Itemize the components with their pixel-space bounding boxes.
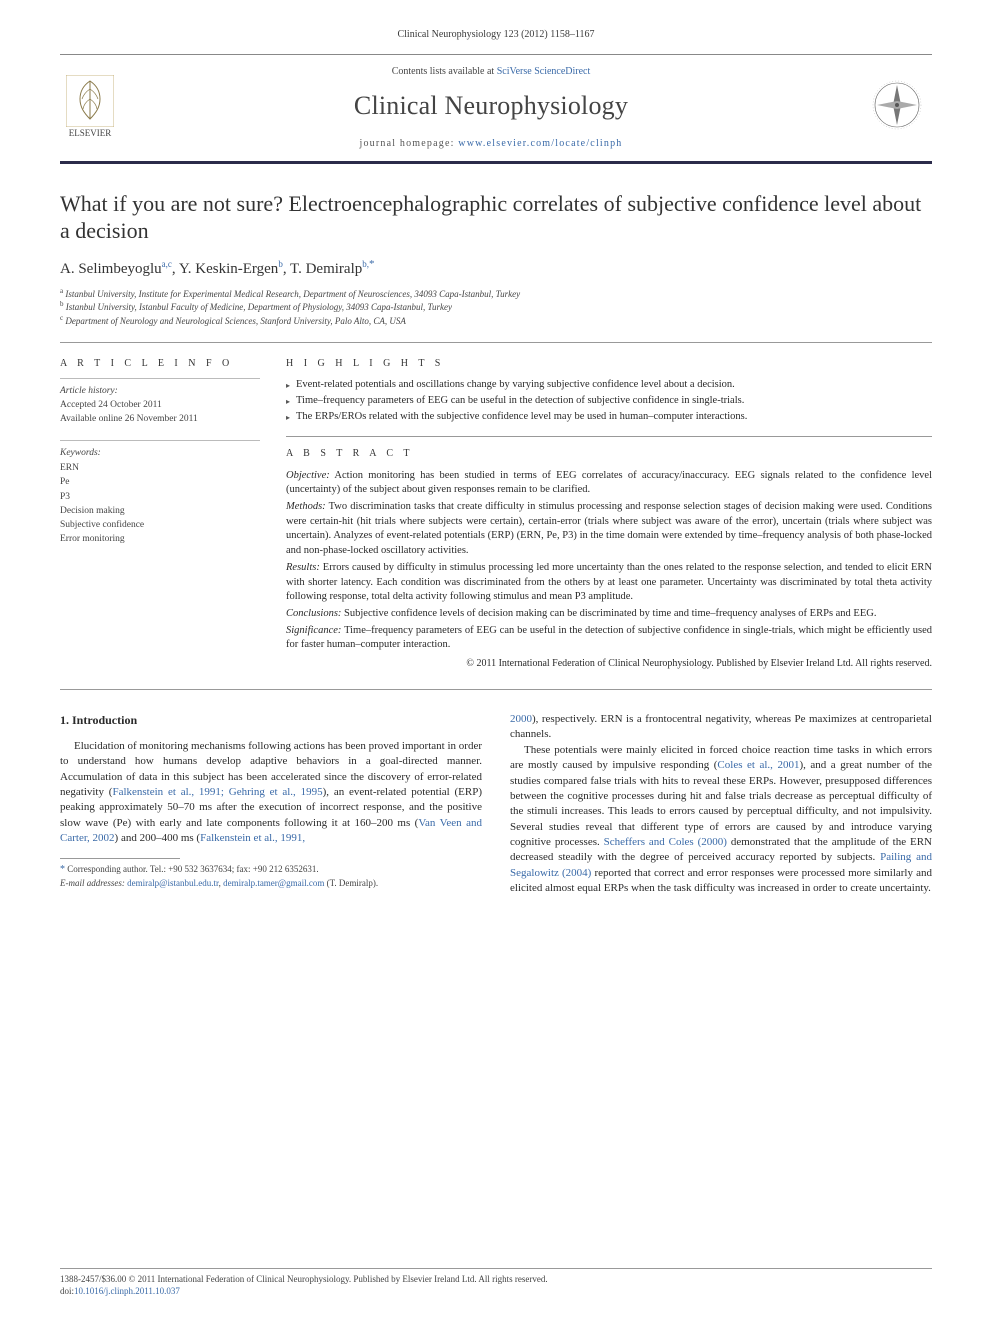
affiliations: a Istanbul University, Institute for Exp… [60,287,932,328]
keywords-list: ERN Pe P3 Decision making Subjective con… [60,461,260,547]
abstract-column: H I G H L I G H T S Event-related potent… [286,357,932,671]
objective-text: Action monitoring has been studied in te… [286,470,932,496]
conclusions-label: Conclusions: [286,608,341,619]
highlight-item: Event-related potentials and oscillation… [286,378,932,393]
keywords-label: Keywords: [60,447,260,461]
citation-link[interactable]: Scheffers and Coles (2000) [604,836,727,848]
abstract-body: Objective: Action monitoring has been st… [286,469,932,671]
keywords-block: Keywords: ERN Pe P3 Decision making Subj… [60,440,260,546]
results-label: Results: [286,562,320,573]
keyword: P3 [60,490,260,504]
divider [286,436,932,437]
body-paragraph: These potentials were mainly elicited in… [510,743,932,897]
highlights-label: H I G H L I G H T S [286,357,932,371]
citation-link[interactable]: Coles et al., 2001 [717,759,799,771]
info-abstract-row: A R T I C L E I N F O Article history: A… [60,343,932,671]
online-date: Available online 26 November 2011 [60,413,260,427]
masthead-container: ELSEVIER Contents lists available at Sci… [60,54,932,164]
email-link[interactable]: demiralp.tamer@gmail.com [223,878,324,888]
article-title: What if you are not sure? Electroencepha… [60,190,932,245]
publisher-label: ELSEVIER [69,127,112,139]
compass-icon [868,76,926,134]
journal-name: Clinical Neurophysiology [114,88,868,123]
citation-link[interactable]: Falkenstein et al., 1991; Gehring et al.… [112,786,322,798]
conclusions-text: Subjective confidence levels of decision… [341,608,876,619]
masthead: ELSEVIER Contents lists available at Sci… [60,61,932,161]
article-info-column: A R T I C L E I N F O Article history: A… [60,357,260,671]
citation-link[interactable]: Falkenstein et al., 1991, [200,832,305,844]
author-line: A. Selimbeyoglua,c, Y. Keskin-Ergenb, T.… [60,257,932,279]
keyword: Subjective confidence [60,518,260,532]
footnotes: * * Corresponding author. Tel.: +90 532 … [60,863,482,889]
doi-link[interactable]: 10.1016/j.clinph.2011.10.037 [74,1286,180,1296]
abstract-label: A B S T R A C T [286,447,932,461]
objective-label: Objective: [286,470,330,481]
email-tail: (T. Demiralp). [324,878,378,888]
article-history: Article history: Accepted 24 October 201… [60,378,260,426]
keyword: Error monitoring [60,532,260,546]
affiliation-b: b Istanbul University, Istanbul Faculty … [60,300,932,314]
keyword: Pe [60,475,260,489]
email-label: E-mail addresses: [60,878,125,888]
body-columns: 1. Introduction Elucidation of monitorin… [60,712,932,897]
section-heading: 1. Introduction [60,712,482,729]
contents-available-line: Contents lists available at SciVerse Sci… [114,65,868,79]
homepage-link[interactable]: www.elsevier.com/locate/clinph [458,138,622,149]
results-text: Errors caused by difficulty in stimulus … [286,562,932,602]
body-paragraph: 2000), respectively. ERN is a frontocent… [510,712,932,743]
affiliation-a: a Istanbul University, Institute for Exp… [60,287,932,301]
citation-link[interactable]: 2000 [510,713,532,725]
email-line: E-mail addresses: demiralp@istanbul.edu.… [60,877,482,889]
sciencedirect-link[interactable]: SciVerse ScienceDirect [497,66,591,77]
article-info-label: A R T I C L E I N F O [60,357,260,371]
body-paragraph: Elucidation of monitoring mechanisms fol… [60,739,482,847]
methods-text: Two discrimination tasks that create dif… [286,501,932,556]
divider [60,689,932,690]
homepage-line: journal homepage: www.elsevier.com/locat… [114,137,868,151]
body-column-right: 2000), respectively. ERN is a frontocent… [510,712,932,897]
methods-label: Methods: [286,501,326,512]
issn-copyright: 1388-2457/$36.00 © 2011 International Fe… [60,1273,932,1285]
significance-text: Time–frequency parameters of EEG can be … [286,625,932,651]
significance-label: Significance: [286,625,341,636]
homepage-prefix: journal homepage: [359,138,458,149]
highlights-list: Event-related potentials and oscillation… [286,378,932,424]
keyword: ERN [60,461,260,475]
running-head: Clinical Neurophysiology 123 (2012) 1158… [60,28,932,42]
footnote-divider [60,858,180,859]
masthead-center: Contents lists available at SciVerse Sci… [114,65,868,151]
email-link[interactable]: demiralp@istanbul.edu.tr [127,878,218,888]
history-label: Article history: [60,385,260,399]
page-footer: 1388-2457/$36.00 © 2011 International Fe… [60,1268,932,1297]
body-column-left: 1. Introduction Elucidation of monitorin… [60,712,482,897]
corresponding-author: * * Corresponding author. Tel.: +90 532 … [60,863,482,877]
abstract-copyright: © 2011 International Federation of Clini… [286,657,932,671]
society-logo [868,76,926,138]
contents-prefix: Contents lists available at [392,66,497,77]
doi-line: doi:10.1016/j.clinph.2011.10.037 [60,1285,932,1297]
tree-icon [66,75,114,127]
keyword: Decision making [60,504,260,518]
elsevier-logo: ELSEVIER [66,75,114,139]
accepted-date: Accepted 24 October 2011 [60,399,260,413]
highlight-item: Time–frequency parameters of EEG can be … [286,394,932,409]
affiliation-c: c Department of Neurology and Neurologic… [60,314,932,328]
highlight-item: The ERPs/EROs related with the subjectiv… [286,410,932,425]
